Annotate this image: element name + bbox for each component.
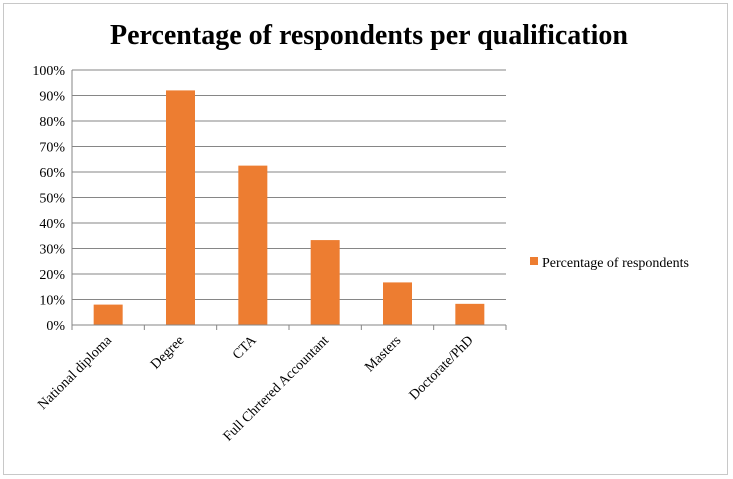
x-tick-label: Masters — [362, 333, 404, 375]
y-tick-label: 70% — [39, 141, 65, 156]
bars — [93, 90, 485, 326]
x-tick-label: Doctorate/PhD — [407, 333, 477, 403]
y-tick-label: 50% — [39, 192, 65, 207]
y-axis-ticks: 0% 10% 20% 30% 40% 50% 60% 70% 80% 90% 100% — [32, 64, 65, 334]
bar — [238, 165, 268, 325]
bar — [383, 282, 412, 325]
chart-frame — [3, 3, 728, 475]
axes — [71, 70, 507, 330]
bar — [93, 304, 123, 325]
y-tick-label: 40% — [39, 217, 65, 232]
legend: Percentage of respondents — [530, 256, 689, 271]
legend-swatch — [530, 257, 538, 265]
y-tick-label: 90% — [39, 90, 65, 105]
x-tick-label: CTA — [230, 333, 260, 363]
y-tick-label: 10% — [39, 294, 65, 309]
chart-title: Percentage of respondents per qualificat… — [110, 20, 628, 51]
legend-label: Percentage of respondents — [542, 256, 689, 271]
y-tick-label: 0% — [46, 319, 65, 334]
y-tick-label: 20% — [39, 268, 65, 283]
gridlines — [72, 69, 506, 300]
bar — [310, 240, 340, 325]
bar — [455, 303, 485, 325]
x-tick-label: Degree — [148, 333, 187, 372]
y-tick-label: 100% — [32, 64, 65, 79]
x-tick-label: National diploma — [35, 333, 115, 413]
y-tick-label: 30% — [39, 243, 65, 258]
y-tick-label: 80% — [39, 115, 65, 130]
y-tick-label: 60% — [39, 166, 65, 181]
bar — [166, 90, 195, 326]
